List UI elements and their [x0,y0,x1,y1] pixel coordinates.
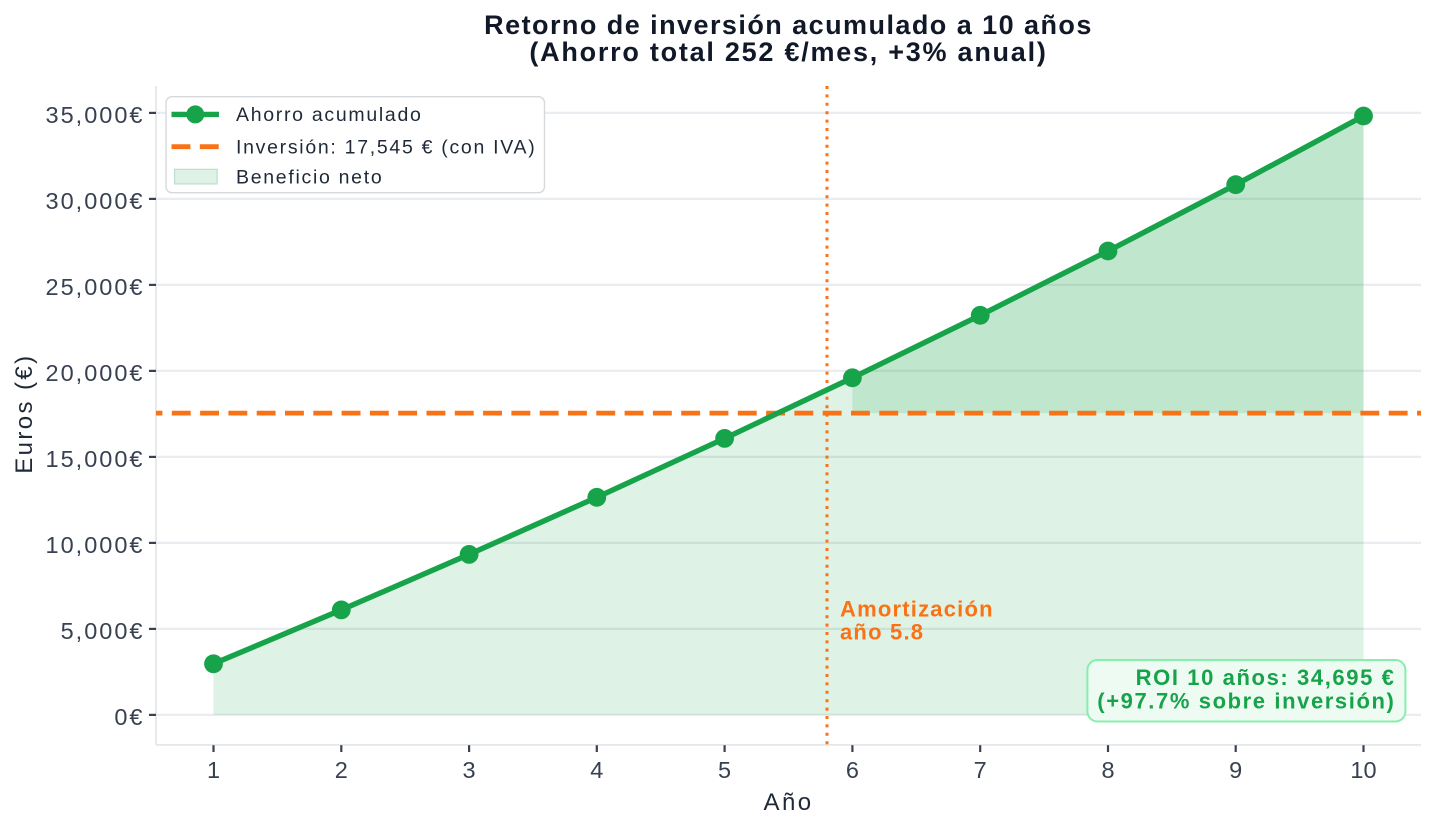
svg-text:5: 5 [718,757,731,783]
svg-text:10: 10 [1350,757,1376,783]
svg-text:6: 6 [846,757,859,783]
svg-text:Año: Año [764,789,814,816]
svg-text:Retorno de inversión acumulado: Retorno de inversión acumulado a 10 años [484,10,1093,40]
svg-text:35,000€: 35,000€ [46,102,145,128]
svg-text:Ahorro acumulado: Ahorro acumulado [236,104,423,126]
svg-text:30,000€: 30,000€ [46,188,145,214]
svg-text:15,000€: 15,000€ [46,446,145,472]
svg-text:1: 1 [207,757,220,783]
svg-text:Euros (€): Euros (€) [11,353,38,473]
svg-text:Amortización: Amortización [840,597,994,622]
svg-text:4: 4 [590,757,603,783]
svg-text:3: 3 [463,757,476,783]
svg-text:9: 9 [1229,757,1242,783]
svg-text:(Ahorro total 252 €/mes, +3% a: (Ahorro total 252 €/mes, +3% anual) [529,37,1047,67]
svg-text:20,000€: 20,000€ [46,360,145,386]
svg-text:7: 7 [974,757,987,783]
svg-text:25,000€: 25,000€ [46,274,145,300]
svg-text:Beneficio neto: Beneficio neto [236,166,383,188]
svg-text:ROI 10 años: 34,695 €: ROI 10 años: 34,695 € [1136,665,1396,690]
svg-text:0€: 0€ [114,704,144,730]
svg-text:10,000€: 10,000€ [46,532,145,558]
svg-text:año 5.8: año 5.8 [840,619,924,644]
svg-text:(+97.7% sobre inversión): (+97.7% sobre inversión) [1097,688,1395,713]
svg-text:5,000€: 5,000€ [61,618,145,644]
svg-text:2: 2 [335,757,348,783]
svg-text:Inversión: 17,545 € (con IVA): Inversión: 17,545 € (con IVA) [236,137,536,159]
svg-text:8: 8 [1101,757,1114,783]
